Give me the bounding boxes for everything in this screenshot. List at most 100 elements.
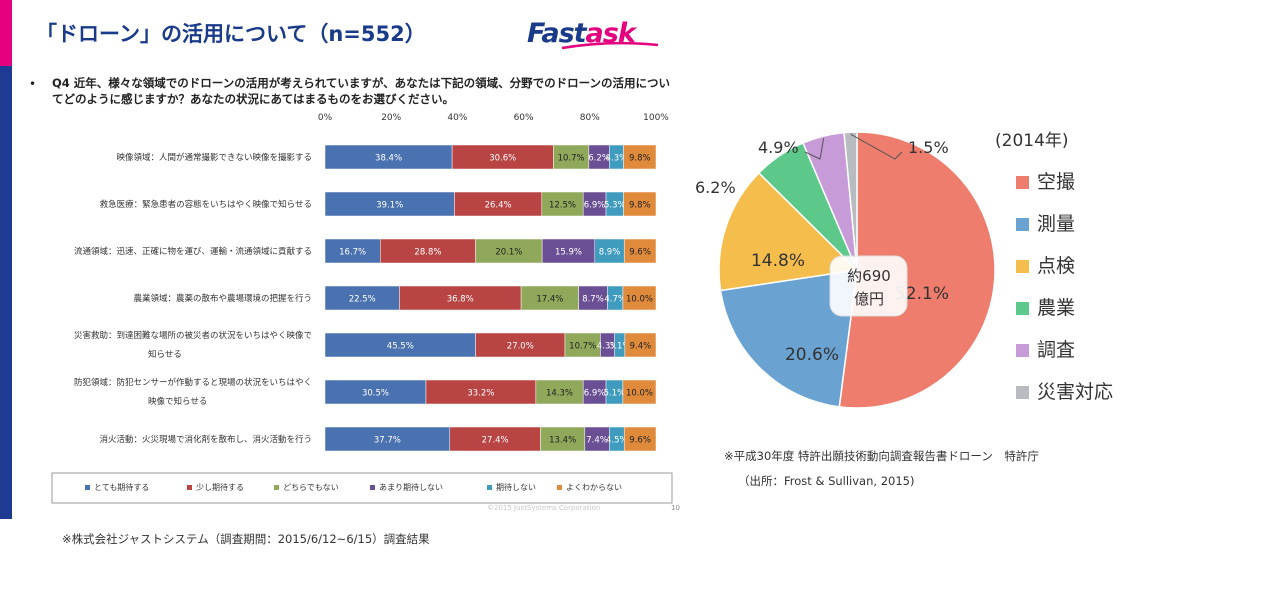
- bar-data-label: 10.0%: [626, 389, 653, 399]
- bar-data-label: 9.8%: [629, 201, 651, 211]
- logo-main-text: Fast: [527, 18, 587, 49]
- bar-data-label: 3.1%: [609, 342, 631, 352]
- bar-data-label: 37.7%: [374, 436, 401, 446]
- left-accent-bar: [0, 0, 12, 519]
- pie-legend-label: 測量: [1037, 213, 1075, 235]
- fastask-logo: Fastask: [527, 18, 636, 49]
- left-accent-top: [0, 0, 12, 66]
- leader-line: [804, 138, 825, 160]
- pie-slice: [719, 269, 858, 408]
- bar-data-label: 8.9%: [599, 248, 621, 258]
- pie-slice: [838, 131, 996, 409]
- pie-legend-label: 空撮: [1037, 171, 1075, 193]
- bar-data-label: 9.8%: [629, 154, 651, 164]
- pie-legend-swatch: [1016, 302, 1029, 315]
- bar-data-label: 9.6%: [629, 436, 651, 446]
- bar-segment: [622, 285, 657, 311]
- bar-segment: [541, 238, 596, 264]
- market-source-note: （出所：Frost & Sullivan, 2015): [738, 474, 915, 488]
- pie-data-label: 1.5%: [908, 138, 949, 157]
- bar-data-label: 9.6%: [629, 248, 651, 258]
- bar-segment: [623, 191, 657, 217]
- bar-data-label: 26.4%: [485, 201, 512, 211]
- legend-swatch: [274, 485, 279, 490]
- pie-legend-swatch: [1016, 260, 1029, 273]
- pie-data-label: 14.8%: [751, 251, 805, 271]
- bar-data-label: 20.1%: [495, 248, 522, 258]
- legend-label: どちらでもない: [283, 483, 339, 492]
- bar-data-label: 4.3%: [597, 342, 619, 352]
- pie-data-label: 4.9%: [758, 138, 799, 157]
- pie-data-label: 6.2%: [695, 178, 736, 197]
- bar-data-label: 5.1%: [604, 389, 626, 399]
- category-label: 救急医療：緊急患者の容態をいちはやく映像で知らせる: [100, 199, 312, 210]
- x-tick-label: 60%: [514, 113, 534, 123]
- bar-data-label: 30.5%: [362, 389, 389, 399]
- leader-line: [850, 133, 903, 160]
- legend-label: よくわからない: [566, 483, 622, 492]
- category-label-line2: 知らせる: [148, 349, 182, 360]
- survey-source-note: ※株式会社ジャストシステム（調査期間：2015/6/12~6/15）調査結果: [62, 532, 430, 546]
- bar-data-label: 14.3%: [546, 389, 573, 399]
- pie-title: (2014年): [995, 131, 1069, 151]
- bar-segment: [564, 332, 601, 358]
- bar-segment: [540, 426, 586, 452]
- pie-slice: [718, 171, 859, 292]
- bar-data-label: 6.2%: [588, 154, 610, 164]
- bar-segment: [380, 238, 476, 264]
- copyright-text: ©2015 JustSystems Corporation: [487, 504, 601, 512]
- x-tick-label: 40%: [447, 113, 467, 123]
- bar-segment: [324, 426, 451, 452]
- bar-data-label: 10.7%: [569, 342, 596, 352]
- bar-segment: [475, 332, 566, 358]
- bar-data-label: 10.0%: [626, 295, 653, 305]
- bar-segment: [324, 332, 476, 358]
- category-label: 災害救助：到達困難な場所の被災者の状況をいちはやく映像で: [74, 330, 312, 341]
- pie-chart: 52.1% 20.6% 14.8% 6.2% 4.9% 1.5% 約690 億円 (2014年)…: [695, 131, 1113, 409]
- bar-data-label: 27.4%: [482, 436, 509, 446]
- legend-label: あまり期待しない: [379, 482, 443, 492]
- bar-data-label: 36.8%: [447, 295, 474, 305]
- bar-data-label: 6.9%: [584, 389, 606, 399]
- bar-segment: [623, 144, 657, 170]
- page-number: 10: [671, 504, 680, 512]
- bar-segment: [324, 285, 400, 311]
- pie-legend-label: 農業: [1037, 297, 1075, 319]
- bar-segment: [399, 285, 522, 311]
- bar-segment: [454, 191, 543, 217]
- bar-segment: [622, 379, 657, 405]
- legend-label: 期待しない: [496, 482, 536, 492]
- x-tick-label: 20%: [381, 113, 401, 123]
- bar-segment: [425, 379, 537, 405]
- bar-segment: [324, 144, 453, 170]
- bar-segment: [324, 191, 455, 217]
- legend-swatch: [85, 485, 90, 490]
- bar-segment: [623, 238, 657, 264]
- bar-data-label: 10.7%: [558, 154, 585, 164]
- bar-data-label: 38.4%: [375, 154, 402, 164]
- x-tick-label: 0%: [318, 113, 333, 123]
- bar-data-label: 16.7%: [339, 248, 366, 258]
- category-label: 防犯領域：防犯センサーが作動すると現場の状況をいちはやく: [74, 377, 312, 388]
- pie-legend-label: 調査: [1037, 339, 1075, 361]
- x-tick-label: 80%: [580, 113, 600, 123]
- page-title: 「ドローン」の活用について（n=552）: [36, 22, 426, 46]
- logo-swoosh-icon: [561, 42, 659, 50]
- bar-segment: [578, 285, 608, 311]
- pie-legend-swatch: [1016, 344, 1029, 357]
- legend-swatch: [370, 485, 375, 490]
- category-label: 消火活動：火災現場で消化剤を散布し、消火活動を行う: [99, 434, 312, 445]
- legend-swatch: [187, 485, 192, 490]
- bar-data-label: 39.1%: [376, 201, 403, 211]
- question-text: Q4 近年、様々な領域でのドローンの活用が考えられていますが、あなたは下記の領域…: [52, 76, 671, 106]
- bar-data-label: 33.2%: [467, 389, 494, 399]
- legend-label: 少し期待する: [196, 482, 244, 492]
- pie-data-label: 20.6%: [785, 345, 839, 365]
- x-tick-label: 100%: [643, 113, 669, 123]
- bar-data-label: 5.3%: [604, 201, 626, 211]
- pie-legend-label: 点検: [1037, 255, 1075, 277]
- legend-swatch: [557, 485, 562, 490]
- center-label-line2: 億円: [854, 290, 884, 308]
- bar-data-label: 9.4%: [630, 342, 652, 352]
- question-bullet: •: [29, 77, 37, 91]
